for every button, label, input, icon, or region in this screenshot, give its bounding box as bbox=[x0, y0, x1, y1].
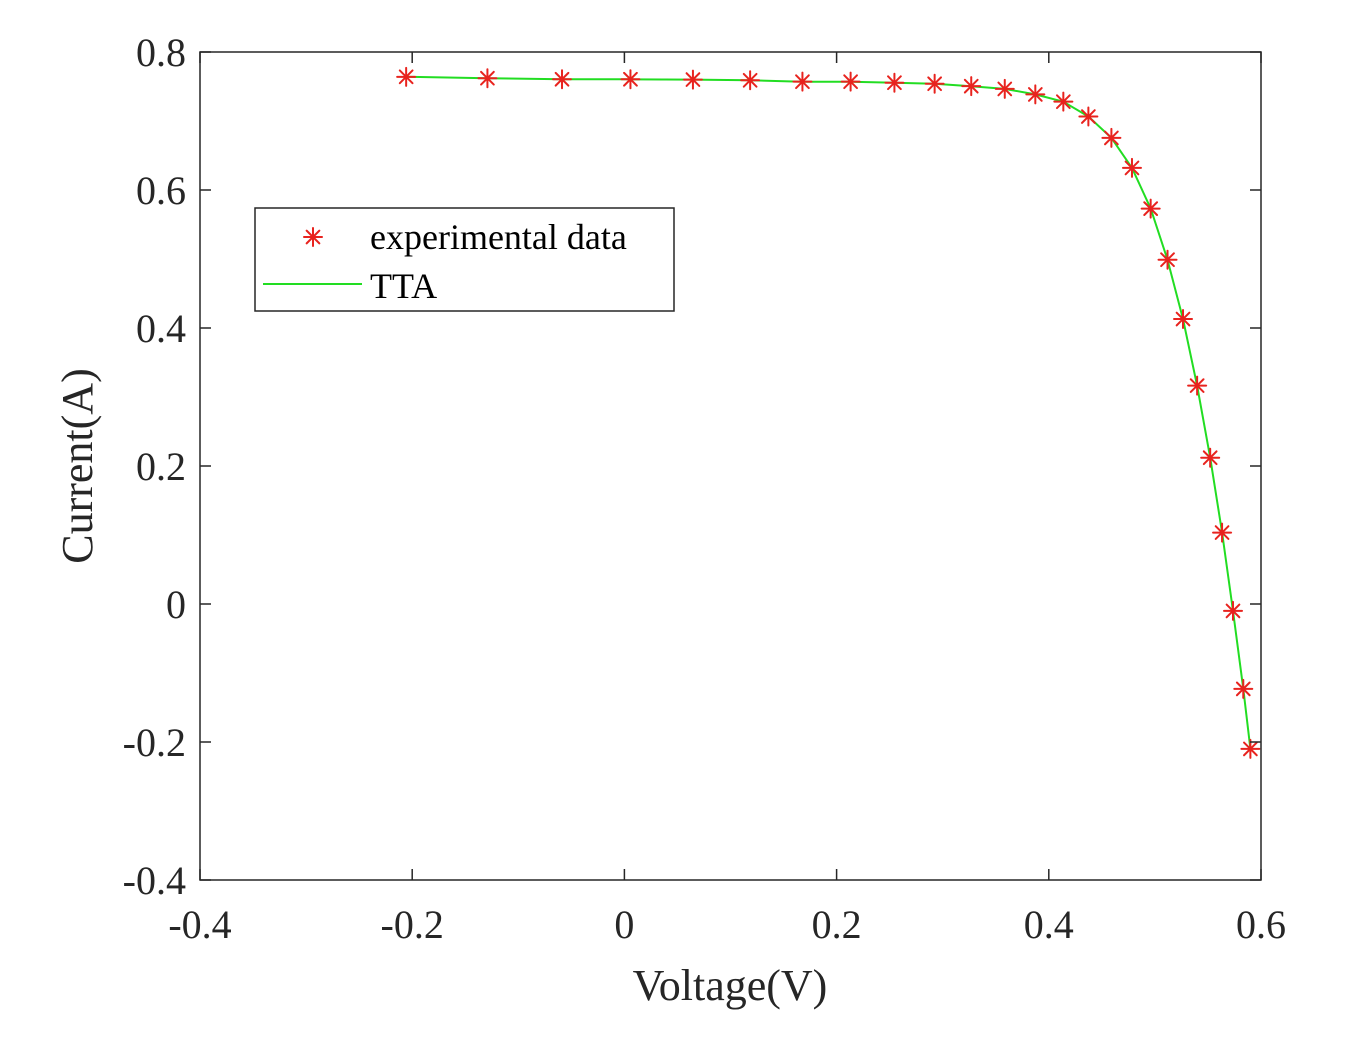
y-tick-label: 0.2 bbox=[136, 444, 186, 489]
y-axis-label: Current(A) bbox=[53, 368, 102, 564]
y-tick-label: 0.6 bbox=[136, 168, 186, 213]
data-point-marker bbox=[1140, 198, 1161, 219]
legend-box bbox=[254, 207, 675, 312]
x-axis-label: Voltage(V) bbox=[633, 961, 828, 1010]
ticks-layer: -0.4 -0.2 0 0.2 0.4 0.6 -0.4 -0.2 0 0.2 0.4 0.6 0.8 bbox=[123, 30, 1286, 947]
data-point-marker bbox=[840, 71, 861, 92]
series-layer bbox=[396, 66, 1261, 759]
legend-label-tta: TTA bbox=[370, 266, 437, 306]
x-tick-label: 0 bbox=[614, 902, 634, 947]
data-point-marker bbox=[1121, 157, 1142, 178]
data-point-marker bbox=[1173, 309, 1194, 330]
data-point-marker bbox=[682, 69, 703, 90]
data-point-marker bbox=[1240, 738, 1261, 759]
x-tick-label: -0.4 bbox=[168, 902, 231, 947]
data-point-marker bbox=[924, 73, 945, 94]
x-tick-label: -0.2 bbox=[381, 902, 444, 947]
y-tick-label: 0.8 bbox=[136, 30, 186, 75]
data-point-marker bbox=[396, 66, 417, 87]
data-point-marker bbox=[1025, 84, 1046, 105]
legend-label-experimental-data: experimental data bbox=[370, 217, 627, 257]
legend-marker-sample bbox=[303, 227, 323, 247]
data-point-marker bbox=[1053, 91, 1074, 112]
data-point-marker bbox=[620, 69, 641, 90]
y-tick-label: -0.4 bbox=[123, 858, 186, 903]
data-point-marker bbox=[994, 78, 1015, 99]
legend: experimental data TTA bbox=[254, 207, 675, 312]
data-point-marker bbox=[1222, 600, 1243, 621]
data-point-marker bbox=[1157, 249, 1178, 270]
data-point-marker bbox=[884, 72, 905, 93]
x-tick-label: 0.4 bbox=[1024, 902, 1074, 947]
data-point-marker bbox=[1233, 678, 1254, 699]
data-point-marker bbox=[1101, 127, 1122, 148]
data-point-marker bbox=[552, 69, 573, 90]
data-point-marker bbox=[1200, 447, 1221, 468]
data-point-marker bbox=[740, 70, 761, 91]
x-tick-label: 0.2 bbox=[812, 902, 862, 947]
data-point-marker bbox=[477, 68, 498, 89]
data-point-marker bbox=[961, 76, 982, 97]
plot-background bbox=[200, 52, 1261, 880]
y-tick-label: 0 bbox=[166, 582, 186, 627]
y-tick-label: 0.4 bbox=[136, 306, 186, 351]
x-tick-label: 0.6 bbox=[1236, 902, 1286, 947]
data-point-marker bbox=[1078, 106, 1099, 127]
data-point-marker bbox=[1187, 375, 1208, 396]
data-point-marker bbox=[792, 71, 813, 92]
y-tick-label: -0.2 bbox=[123, 720, 186, 765]
data-point-marker bbox=[1212, 522, 1233, 543]
legend-marker-icon bbox=[303, 227, 323, 247]
